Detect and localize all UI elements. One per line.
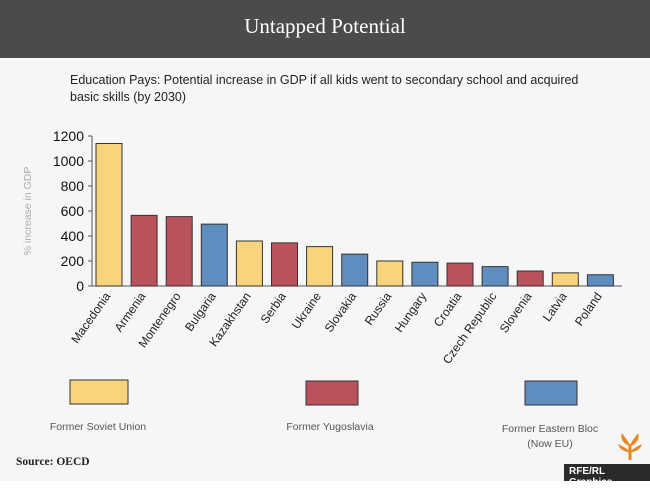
legend-label-eastern-bloc: Former Eastern Bloc (Now EU) (488, 422, 612, 452)
category-label-armenia: Armenia (111, 289, 148, 334)
bar-poland (586, 274, 614, 287)
bar-macedonia (95, 143, 123, 287)
credit-bar (564, 464, 650, 481)
bar-slovenia (516, 270, 544, 287)
category-label-slovenia: Slovenia (497, 289, 535, 335)
bar-montenegro (165, 216, 193, 287)
bar-hungary (411, 261, 439, 287)
category-label-croatia: Croatia (431, 289, 465, 329)
rfe-rl-flame-logo-icon (618, 433, 642, 460)
bar-czech-republic (481, 266, 509, 287)
y-tick-label: 400 (61, 228, 85, 244)
category-label-hungary: Hungary (392, 290, 429, 335)
category-label-latvia: Latvia (540, 289, 570, 324)
bar-bulgaria (200, 223, 228, 287)
category-label-slovakia: Slovakia (322, 289, 360, 334)
page-title: Untapped Potential (244, 14, 406, 38)
y-tick-label: 0 (76, 278, 84, 294)
header-bar: Untapped Potential (0, 0, 650, 58)
legend-swatch-former-soviet-union (69, 379, 129, 405)
bar-slovakia (341, 253, 369, 287)
graphics-credit: RFE/RL Graphics (569, 466, 613, 488)
category-label-russia: Russia (362, 289, 395, 327)
category-label-bulgaria: Bulgaria (182, 289, 219, 333)
bar-armenia (130, 214, 158, 287)
y-tick-label: 1200 (53, 128, 84, 144)
bar-serbia (271, 242, 298, 287)
legend-label-soviet: Former Soviet Union (49, 421, 147, 433)
bar-russia (376, 260, 404, 287)
chart-title: Education Pays: Potential increase in GD… (70, 73, 579, 104)
y-tick-label: 800 (61, 178, 85, 194)
legend-label-eastern-bloc-line2: (Now EU) (527, 438, 573, 450)
bar-croatia (446, 262, 474, 287)
legend-swatch-former-yugoslavia (305, 380, 359, 406)
chart-category-labels: MacedoniaArmeniaMontenegroBulgariaKazakh… (68, 289, 605, 366)
category-label-serbia: Serbia (258, 289, 290, 326)
bar-ukraine (306, 246, 334, 287)
chart-bars (95, 143, 614, 287)
y-tick-label: 1000 (53, 153, 84, 169)
legend-label-eastern-bloc-line1: Former Eastern Bloc (501, 423, 599, 435)
bar-kazakhstan (235, 240, 263, 287)
y-axis-label: % increase in GDP (22, 167, 34, 256)
category-label-ukraine: Ukraine (289, 289, 324, 331)
legend-label-yugoslavia: Former Yugoslavia (286, 421, 374, 433)
legend-swatches (69, 379, 578, 406)
source-note: Source: OECD (16, 456, 90, 468)
y-tick-label: 600 (61, 203, 85, 219)
y-tick-label: 200 (61, 253, 85, 269)
legend-swatch-former-eastern-bloc-now-eu (524, 380, 578, 406)
category-label-poland: Poland (572, 290, 605, 329)
category-label-macedonia: Macedonia (68, 289, 113, 345)
bar-latvia (551, 272, 579, 287)
